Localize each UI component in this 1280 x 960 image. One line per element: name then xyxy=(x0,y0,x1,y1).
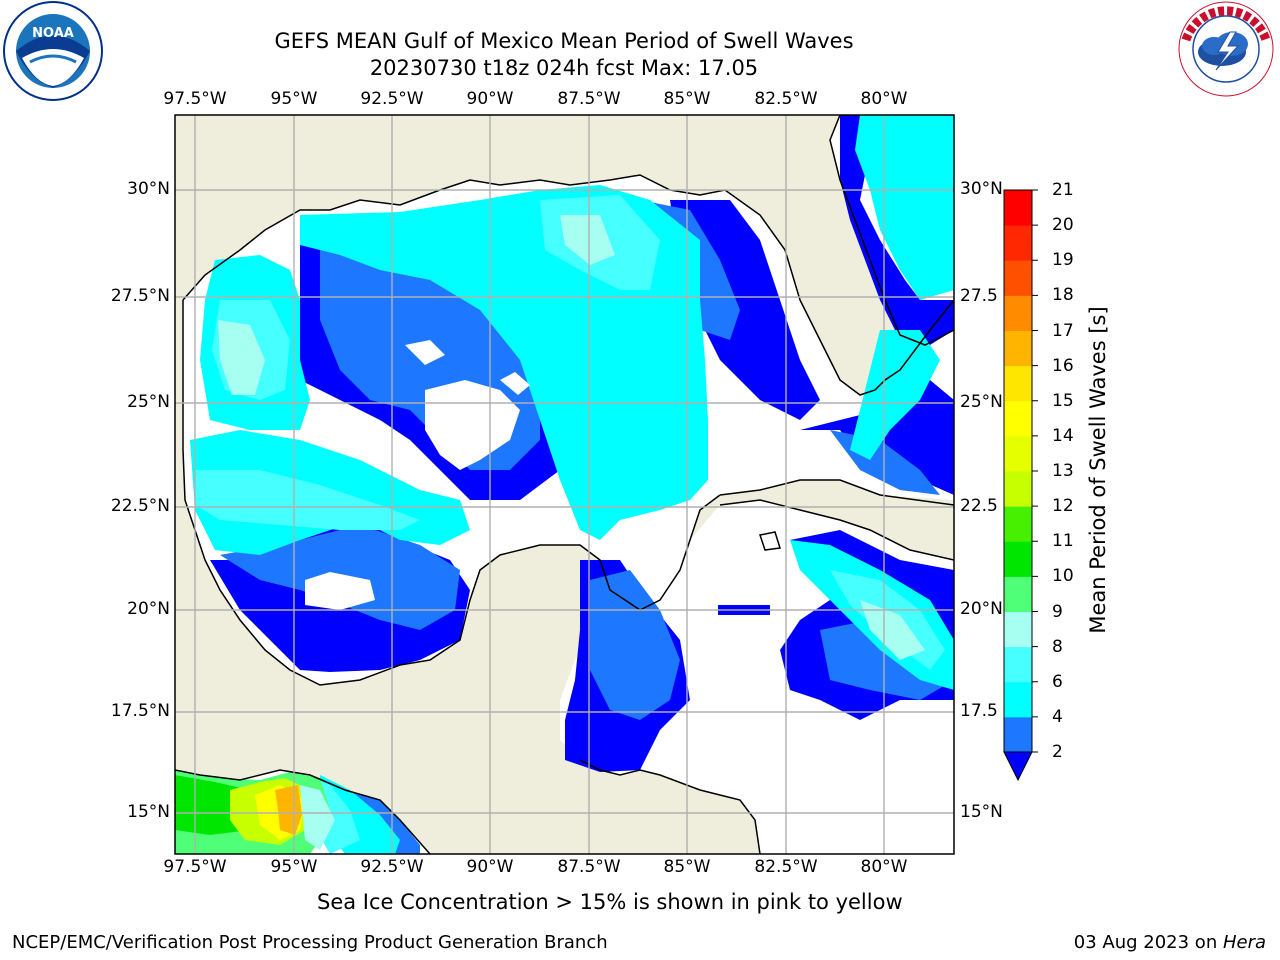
colorbar-tick-label: 14 xyxy=(1052,425,1074,446)
colorbar-segment xyxy=(1004,471,1032,507)
colorbar-tick-label: 8 xyxy=(1052,636,1063,657)
lon-tick-top: 95°W xyxy=(270,89,318,109)
lat-tick-left: 15°N xyxy=(127,802,170,822)
lon-tick-bottom: 87.5°W xyxy=(557,857,621,877)
colorbar-tick-label: 11 xyxy=(1052,531,1074,552)
colorbar-tick-label: 2 xyxy=(1052,742,1063,762)
lon-tick-top: 85°W xyxy=(663,89,711,109)
lat-tick-right: 30°N xyxy=(960,179,1003,199)
colorbar-segment xyxy=(1004,646,1032,683)
colorbar-tick-label: 19 xyxy=(1052,250,1074,271)
nws-logo xyxy=(1178,1,1274,97)
colorbar-segment xyxy=(1004,190,1032,226)
lon-tick-bottom: 97.5°W xyxy=(163,857,227,877)
colorbar-tick-label: 17 xyxy=(1052,320,1074,341)
colorbar-segment xyxy=(1004,400,1032,437)
footer-date-text: 03 Aug 2023 on xyxy=(1073,932,1223,953)
colorbar-tick-label: 16 xyxy=(1052,355,1074,376)
lon-tick-top: 80°W xyxy=(860,89,908,109)
lon-tick-top: 92.5°W xyxy=(360,89,424,109)
footer-branch: NCEP/EMC/Verification Post Processing Pr… xyxy=(12,932,608,953)
lon-tick-bottom: 82.5°W xyxy=(754,857,818,877)
lon-tick-top: 87.5°W xyxy=(557,89,621,109)
colorbar-segment xyxy=(1004,295,1032,331)
colorbar-tick-label: 15 xyxy=(1052,390,1074,411)
colorbar-segment xyxy=(1004,506,1032,542)
pacific-swell xyxy=(175,770,420,854)
footer-date: 03 Aug 2023 on Hera xyxy=(1074,932,1266,953)
lat-tick-left: 20°N xyxy=(127,599,170,619)
colorbar-tick-label: 10 xyxy=(1052,566,1074,587)
colorbar-tick-label: 9 xyxy=(1052,601,1063,622)
gridlines xyxy=(175,115,954,854)
lat-tick-right: 20°N xyxy=(960,599,1003,619)
lon-tick-bottom: 80°W xyxy=(860,857,908,877)
map-frame xyxy=(174,114,955,855)
lat-tick-left: 27.5°N xyxy=(110,286,170,306)
colorbar-tick-label: 20 xyxy=(1052,215,1074,236)
lat-tick-right: 25°N xyxy=(960,392,1003,412)
colorbar-extension xyxy=(1003,751,1033,782)
colorbar-tick-label: 13 xyxy=(1052,461,1074,481)
colorbar-segment xyxy=(1004,716,1032,753)
colorbar-segment xyxy=(1004,435,1032,472)
colorbar-segment xyxy=(1004,365,1032,402)
swell-9-10 xyxy=(218,215,925,660)
colorbar-segment xyxy=(1004,611,1032,648)
noaa-logo: NOAA xyxy=(3,1,103,101)
lon-tick-bottom: 95°W xyxy=(270,857,318,877)
colorbar-tick-label: 4 xyxy=(1052,706,1063,727)
colorbar-tick-label: 18 xyxy=(1052,285,1074,306)
colorbar-segment xyxy=(1004,330,1032,367)
lon-tick-bottom: 92.5°W xyxy=(360,857,424,877)
colorbar-segment xyxy=(1004,576,1032,612)
colorbar-tick-label: 21 xyxy=(1052,180,1074,200)
lon-tick-top: 97.5°W xyxy=(163,89,227,109)
lat-tick-right: 17.5 xyxy=(960,701,998,721)
colorbar xyxy=(1003,189,1038,782)
lat-tick-right: 22.5 xyxy=(960,496,998,516)
lat-tick-left: 25°N xyxy=(127,392,170,412)
colorbar-tick-label: 6 xyxy=(1052,671,1063,692)
lat-tick-left: 22.5°N xyxy=(110,496,170,516)
lon-tick-bottom: 90°W xyxy=(466,857,514,877)
lat-tick-left: 17.5°N xyxy=(110,701,170,721)
sea-ice-note: Sea Ice Concentration > 15% is shown in … xyxy=(317,890,903,914)
lon-tick-bottom: 85°W xyxy=(663,857,711,877)
svg-text:NOAA: NOAA xyxy=(32,26,74,41)
colorbar-segment xyxy=(1004,225,1032,261)
colorbar-segment xyxy=(1004,541,1032,577)
lon-tick-top: 90°W xyxy=(466,89,514,109)
colorbar-tick-label: 12 xyxy=(1052,496,1074,517)
colorbar-segment xyxy=(1004,260,1032,296)
lat-tick-right: 27.5 xyxy=(960,286,998,306)
lat-tick-right: 15°N xyxy=(960,802,1003,822)
chart-title: GEFS MEAN Gulf of Mexico Mean Period of … xyxy=(274,29,854,53)
chart-subtitle: 20230730 t18z 024h fcst Max: 17.05 xyxy=(369,56,759,80)
lon-tick-top: 82.5°W xyxy=(754,89,818,109)
colorbar-segment xyxy=(1004,681,1032,718)
colorbar-label: Mean Period of Swell Waves [s] xyxy=(1086,306,1110,634)
footer-machine: Hera xyxy=(1222,932,1266,953)
lat-tick-left: 30°N xyxy=(127,179,170,199)
